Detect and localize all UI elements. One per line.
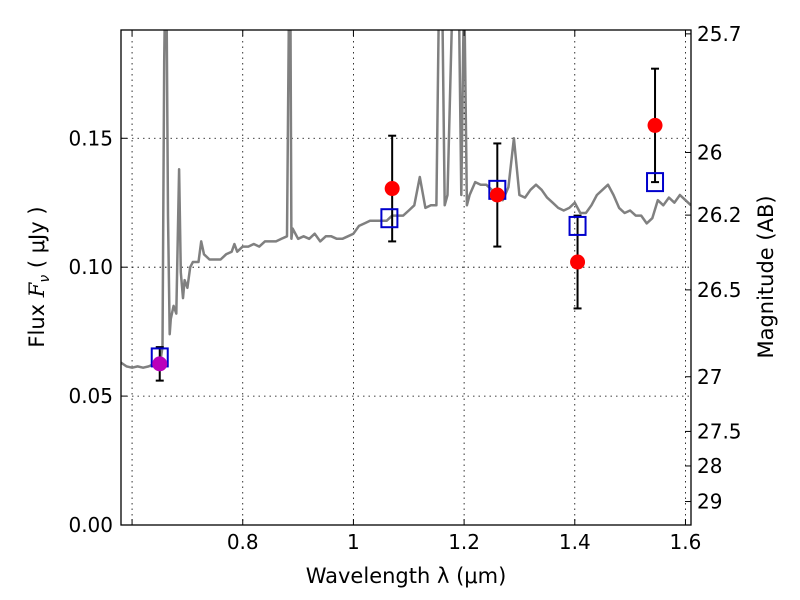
y2-tick-label: 25.7 bbox=[697, 22, 742, 46]
y2-tick-label: 26 bbox=[697, 140, 722, 164]
y2-axis-title: Magnitude (AB) bbox=[754, 195, 778, 358]
observed-flux-point bbox=[570, 254, 586, 270]
model-spectrum-line bbox=[121, 30, 691, 369]
plot-frame bbox=[120, 29, 692, 526]
x-tick-label: 0.8 bbox=[227, 530, 259, 554]
observed-flux-point bbox=[152, 356, 168, 372]
x-tick-label: 1.2 bbox=[448, 530, 480, 554]
model-photometry-box bbox=[380, 208, 399, 229]
y2-tick-label: 26.5 bbox=[697, 278, 742, 302]
y2-tick-label: 28 bbox=[697, 454, 722, 478]
y-axis-title-subscript: ν bbox=[37, 275, 53, 283]
observed-flux-point bbox=[647, 117, 663, 133]
model-photometry-box bbox=[568, 215, 587, 236]
y-axis-title: Flux Fν ( μJy ) bbox=[25, 206, 53, 347]
y2-tick-label: 26.2 bbox=[697, 203, 742, 227]
y2-tick-label: 27.5 bbox=[697, 419, 742, 443]
y-axis-title-suffix: ( μJy ) bbox=[25, 206, 49, 274]
ticks: 0.8 1 1.2 1.4 1.6 0.00 0.05 0.10 0.15 25.7 26 26.2 2… bbox=[68, 22, 741, 554]
observed-flux-point bbox=[489, 187, 505, 203]
y-tick-label: 0.05 bbox=[68, 384, 113, 408]
y-tick-label: 0.15 bbox=[68, 126, 113, 150]
x-tick-label: 1.4 bbox=[559, 530, 591, 554]
x-tick-label: 1.6 bbox=[670, 530, 702, 554]
y2-tick-label: 27 bbox=[697, 365, 722, 389]
y-tick-label: 0.10 bbox=[68, 255, 113, 279]
observed-flux-point bbox=[384, 181, 400, 197]
y-axis-title-prefix: Flux bbox=[25, 297, 49, 347]
y-axis-title-symbol: F bbox=[25, 281, 49, 298]
plot-background bbox=[121, 30, 691, 525]
x-tick-label: 1 bbox=[347, 530, 360, 554]
y-tick-label: 0.00 bbox=[68, 513, 113, 537]
model-photometry-box bbox=[646, 172, 665, 193]
spectrum-layer bbox=[121, 30, 691, 369]
x-axis-title: Wavelength λ (μm) bbox=[306, 564, 507, 588]
y2-tick-label: 29 bbox=[697, 490, 722, 514]
observed-points-layer bbox=[152, 117, 663, 372]
